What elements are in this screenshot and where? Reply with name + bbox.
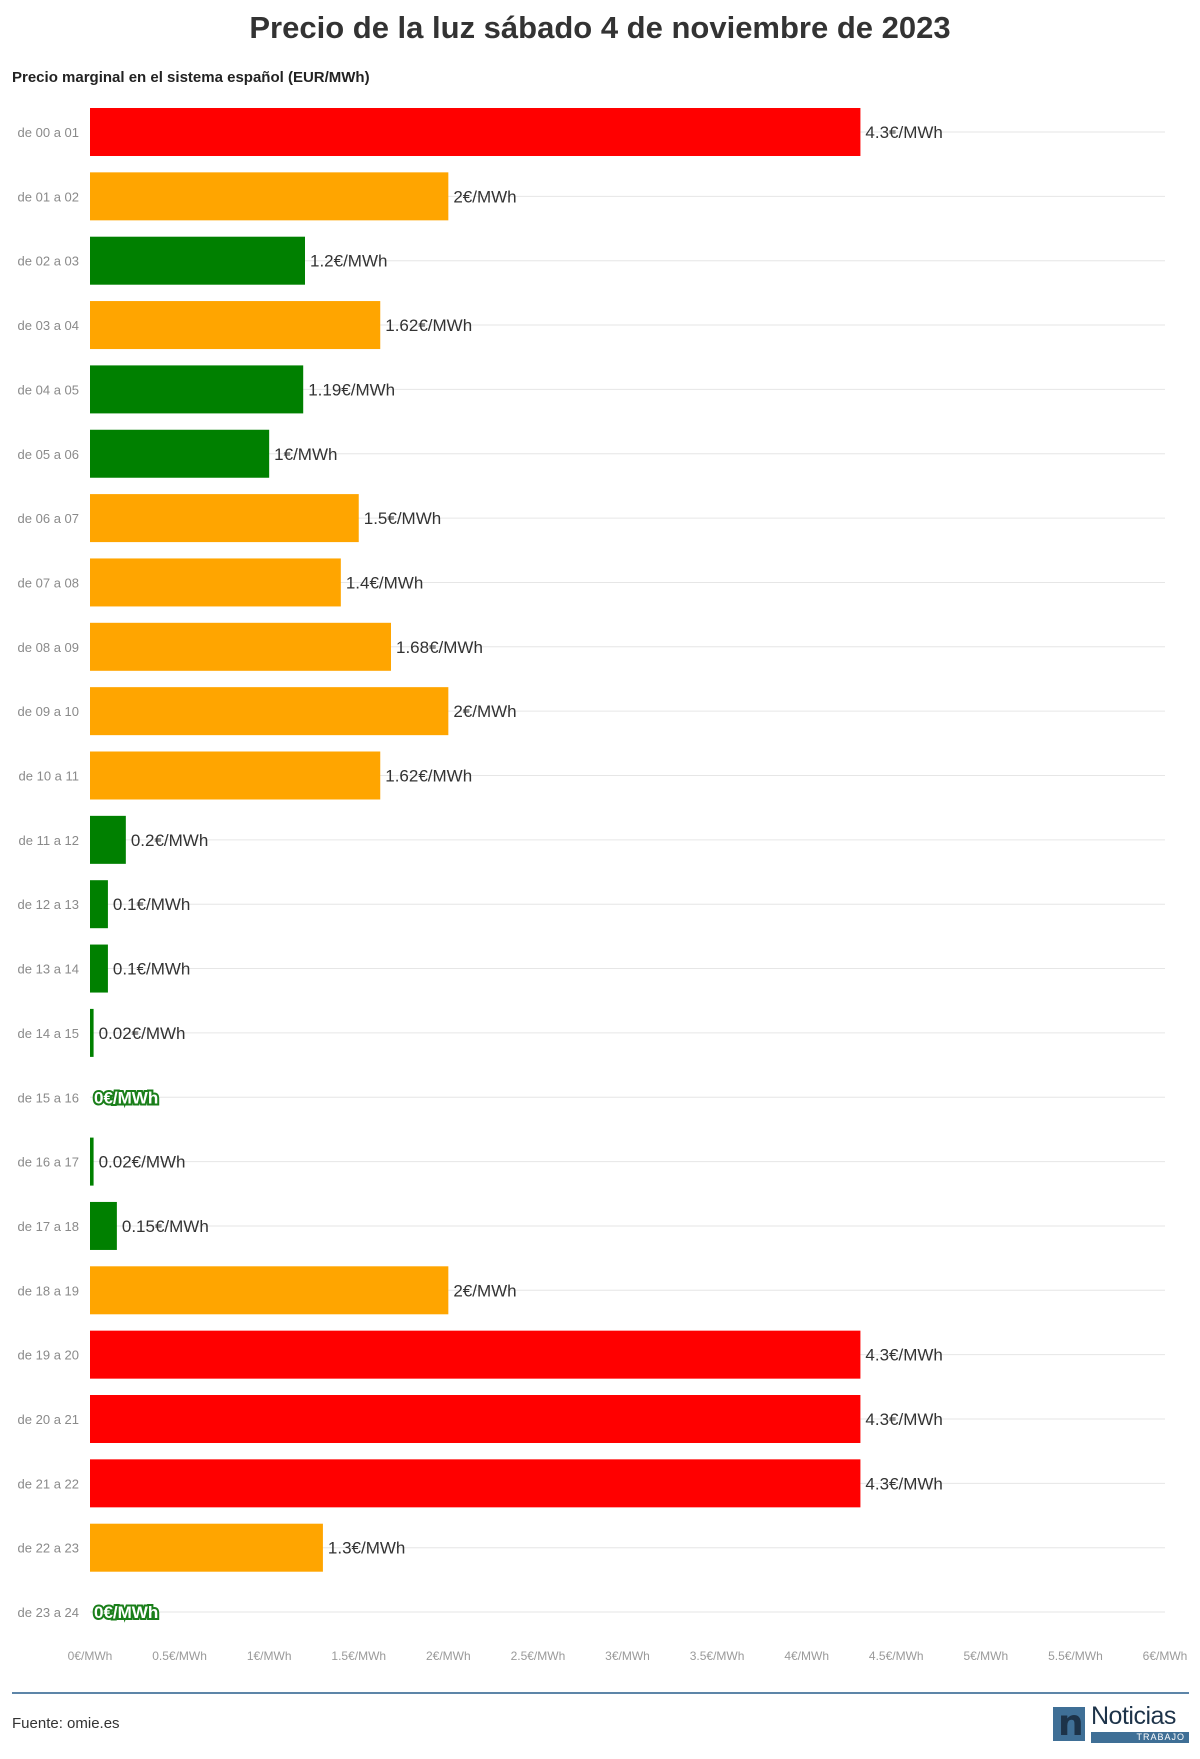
x-tick-label: 3€/MWh bbox=[605, 1649, 650, 1663]
value-label: 1.2€/MWh bbox=[310, 252, 387, 271]
value-label: 0.1€/MWh bbox=[113, 895, 190, 914]
category-label: de 18 a 19 bbox=[18, 1283, 79, 1298]
value-label: 0.02€/MWh bbox=[99, 1153, 186, 1172]
category-label: de 07 a 08 bbox=[18, 575, 79, 590]
category-label: de 13 a 14 bbox=[18, 962, 79, 977]
logo-sub-band: TRABAJO bbox=[1091, 1732, 1189, 1743]
category-label: de 17 a 18 bbox=[18, 1219, 79, 1234]
category-label: de 10 a 11 bbox=[19, 769, 79, 784]
x-tick-label: 2€/MWh bbox=[426, 1649, 471, 1663]
value-label: 1.62€/MWh bbox=[385, 767, 472, 786]
x-tick-label: 1€/MWh bbox=[247, 1649, 292, 1663]
bar bbox=[90, 880, 108, 929]
bar bbox=[90, 365, 304, 414]
value-label: 4.3€/MWh bbox=[865, 123, 942, 142]
category-label: de 04 a 05 bbox=[18, 382, 79, 397]
bar bbox=[90, 1459, 861, 1508]
value-label: 0.2€/MWh bbox=[131, 831, 208, 850]
category-label: de 11 a 12 bbox=[19, 833, 79, 848]
bar bbox=[90, 558, 341, 607]
category-label: de 01 a 02 bbox=[18, 189, 79, 204]
chart-title: Precio de la luz sábado 4 de noviembre d… bbox=[249, 10, 951, 45]
bar bbox=[90, 301, 381, 350]
bar bbox=[90, 1137, 94, 1186]
value-label: 2€/MWh bbox=[453, 1281, 516, 1300]
x-tick-label: 0€/MWh bbox=[68, 1649, 113, 1663]
x-tick-label: 0.5€/MWh bbox=[152, 1649, 207, 1663]
bar bbox=[90, 1201, 117, 1250]
category-label: de 19 a 20 bbox=[18, 1348, 79, 1363]
value-label: 4.3€/MWh bbox=[865, 1474, 942, 1493]
value-label: 2€/MWh bbox=[453, 187, 516, 206]
bar bbox=[90, 751, 381, 800]
bar bbox=[90, 172, 449, 221]
category-label: de 08 a 09 bbox=[18, 640, 79, 655]
category-label: de 02 a 03 bbox=[18, 254, 79, 269]
bar-chart: 0€/MWh 0.5€/MWh 1€/MWh 1.5€/MWh 2€/MWh 2.5€/M… bbox=[18, 108, 1188, 1663]
bar bbox=[90, 1523, 323, 1572]
bar bbox=[90, 494, 359, 543]
x-tick-label: 4.5€/MWh bbox=[869, 1649, 924, 1663]
value-label: 0.1€/MWh bbox=[113, 960, 190, 979]
value-label: 2€/MWh bbox=[453, 702, 516, 721]
logo-sub: TRABAJO bbox=[1136, 1732, 1185, 1742]
category-label: de 16 a 17 bbox=[18, 1155, 79, 1170]
bar bbox=[90, 1395, 861, 1443]
value-label: 1€/MWh bbox=[274, 445, 337, 464]
value-label: 4.3€/MWh bbox=[865, 1410, 942, 1429]
x-tick-label: 5.5€/MWh bbox=[1048, 1649, 1103, 1663]
value-label: 4.3€/MWh bbox=[865, 1346, 942, 1365]
bar bbox=[90, 1330, 861, 1379]
source-note: Fuente: omie.es bbox=[12, 1715, 120, 1732]
category-label: de 12 a 13 bbox=[18, 897, 79, 912]
category-label: de 09 a 10 bbox=[18, 704, 79, 719]
x-tick-label: 2.5€/MWh bbox=[511, 1649, 566, 1663]
bar bbox=[90, 622, 391, 671]
value-label: 0.15€/MWh bbox=[122, 1217, 209, 1236]
footer-divider bbox=[12, 1692, 1189, 1694]
category-label: de 00 a 01 bbox=[18, 125, 79, 140]
logo-mark-icon: n bbox=[1053, 1703, 1085, 1744]
category-label: de 14 a 15 bbox=[18, 1026, 79, 1041]
value-label: 1.19€/MWh bbox=[308, 380, 395, 399]
category-label: de 03 a 04 bbox=[18, 318, 79, 333]
x-tick-label: 6€/MWh bbox=[1143, 1649, 1188, 1663]
bar bbox=[90, 1266, 449, 1315]
value-label: 1.3€/MWh bbox=[328, 1539, 405, 1558]
value-label: 0.02€/MWh bbox=[99, 1024, 186, 1043]
category-label: de 06 a 07 bbox=[18, 511, 79, 526]
category-label: de 15 a 16 bbox=[18, 1090, 79, 1105]
bar bbox=[90, 815, 126, 864]
x-tick-label: 3.5€/MWh bbox=[690, 1649, 745, 1663]
bar bbox=[90, 236, 305, 285]
bar bbox=[90, 429, 270, 478]
value-label: 0€/MWh bbox=[94, 1603, 158, 1622]
category-label: de 21 a 22 bbox=[18, 1476, 79, 1491]
x-tick-label: 5€/MWh bbox=[963, 1649, 1008, 1663]
category-label: de 05 a 06 bbox=[18, 447, 79, 462]
category-label: de 22 a 23 bbox=[18, 1541, 79, 1556]
logo-word: Noticias bbox=[1091, 1702, 1176, 1730]
noticias-trabajo-logo: n Noticias TRABAJO bbox=[1053, 1702, 1189, 1745]
category-label: de 20 a 21 bbox=[18, 1412, 79, 1427]
value-label: 0€/MWh bbox=[94, 1088, 158, 1107]
value-label: 1.5€/MWh bbox=[364, 509, 441, 528]
value-label: 1.62€/MWh bbox=[385, 316, 472, 335]
bar bbox=[90, 1008, 94, 1057]
bar bbox=[90, 944, 108, 993]
x-tick-label: 4€/MWh bbox=[784, 1649, 829, 1663]
category-label: de 23 a 24 bbox=[18, 1605, 79, 1620]
bar bbox=[90, 108, 861, 156]
x-tick-label: 1.5€/MWh bbox=[331, 1649, 386, 1663]
chart-subtitle: Precio marginal en el sistema español (E… bbox=[12, 69, 370, 86]
bar bbox=[90, 687, 449, 736]
value-label: 1.68€/MWh bbox=[396, 638, 483, 657]
value-label: 1.4€/MWh bbox=[346, 573, 423, 592]
